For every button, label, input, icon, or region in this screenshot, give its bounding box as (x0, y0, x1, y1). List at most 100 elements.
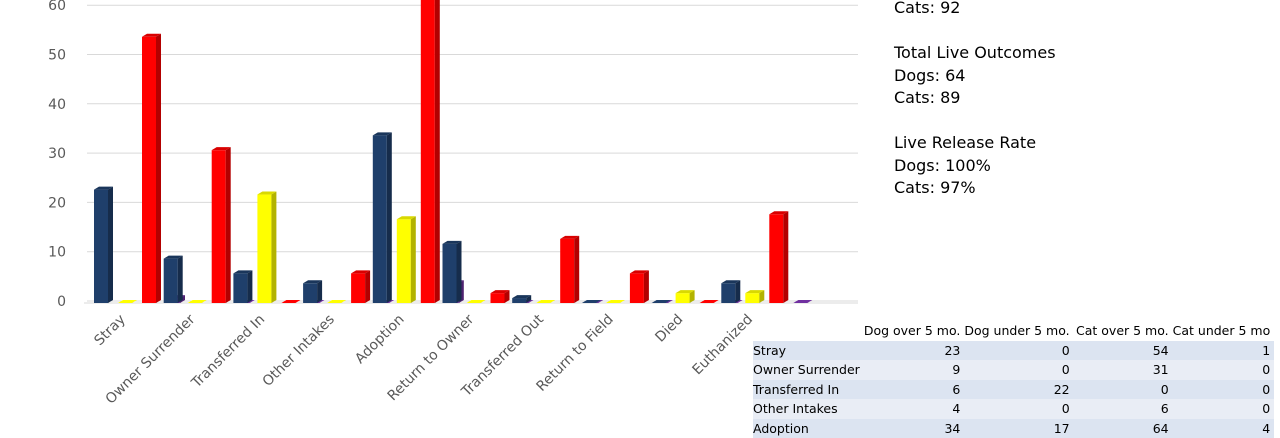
table-row: Other Intakes 4 0 6 0 (753, 399, 1274, 419)
table-cell: Other Intakes (753, 399, 864, 419)
bar (373, 132, 392, 303)
bar-front (676, 293, 690, 303)
bar-front (630, 273, 644, 303)
table-cell: 0 (964, 399, 1073, 419)
y-tick-label: 10 (48, 245, 66, 261)
live-outcomes-title: Total Live Outcomes (894, 42, 1056, 65)
table-header-cell: Dog over 5 mo. (864, 321, 965, 341)
table-cell: 6 (1074, 399, 1173, 419)
bar (397, 216, 416, 303)
bar (164, 256, 183, 303)
bar-front (212, 150, 226, 303)
bar (560, 236, 579, 303)
bar (745, 290, 764, 303)
table-cell: Adoption (753, 419, 864, 438)
bar (233, 270, 252, 303)
cats-total: Cats: 92 (894, 0, 1056, 20)
bar (212, 147, 231, 303)
table-cell: 4 (864, 399, 965, 419)
bar-side (247, 270, 252, 303)
table-cell: 1 (1173, 341, 1275, 361)
table-cell: 0 (1173, 360, 1275, 380)
table-cell: 0 (1173, 399, 1275, 419)
table-cell: Stray (753, 341, 864, 361)
bar-side (735, 280, 740, 303)
table-cell: 0 (1074, 380, 1173, 400)
bar (351, 270, 370, 303)
x-tick-label: Return to Field (533, 312, 616, 395)
table-cell: Owner Surrender (753, 360, 864, 380)
table-cell: 6 (864, 380, 965, 400)
bar-side (457, 241, 462, 303)
bar (676, 290, 695, 303)
table-cell: 4 (1173, 419, 1275, 438)
bar-front (142, 37, 156, 303)
table-cell: 9 (864, 360, 965, 380)
bar-side (574, 236, 579, 303)
bar (94, 187, 113, 303)
bar-side (783, 211, 788, 303)
x-tick-label: Died (652, 312, 686, 346)
table-header-cell: Dog under 5 mo. (964, 321, 1073, 341)
bar-side (178, 256, 183, 303)
bar-side (644, 270, 649, 303)
table-cell: 0 (964, 360, 1073, 380)
table-cell: 22 (964, 380, 1073, 400)
y-tick-label: 50 (48, 48, 66, 64)
summary-stats: Cats: 92 Total Live Outcomes Dogs: 64 Ca… (894, 0, 1056, 200)
live-outcomes-cats: Cats: 89 (894, 87, 1056, 110)
release-rate-dogs: Dogs: 100% (894, 155, 1056, 178)
table-cell: 17 (964, 419, 1073, 438)
bar (491, 290, 510, 303)
bar-front (560, 239, 574, 303)
bar-side (226, 147, 231, 303)
bar-side (156, 34, 161, 303)
bar (303, 280, 322, 303)
table-cell: 23 (864, 341, 965, 361)
table-cell: 31 (1074, 360, 1173, 380)
bar-front (397, 219, 411, 303)
release-rate-cats: Cats: 97% (894, 177, 1056, 200)
bar-side (317, 280, 322, 303)
bar-side (108, 187, 113, 303)
bar-front (745, 293, 759, 303)
bar (443, 241, 462, 303)
bar-front (443, 244, 457, 303)
table-row: Stray 23 0 54 1 (753, 341, 1274, 361)
bar-side (411, 216, 416, 303)
table-cell: Transferred In (753, 380, 864, 400)
y-tick-label: 20 (48, 195, 66, 211)
y-tick-label: 30 (48, 146, 66, 162)
bar (142, 34, 161, 303)
table-cell: 0 (1173, 380, 1275, 400)
bar (421, 0, 440, 303)
bar-front (164, 259, 178, 303)
bar-front (721, 283, 735, 303)
table-cell: 0 (964, 341, 1073, 361)
bars (94, 0, 812, 303)
x-tick-label: Transferred In (188, 312, 268, 392)
table-cell: 34 (864, 419, 965, 438)
bar-front (373, 135, 387, 303)
table-cell: 54 (1074, 341, 1173, 361)
bar-front (769, 214, 783, 303)
x-tick-label: Euthanized (689, 312, 756, 379)
x-tick-label: Stray (91, 312, 128, 349)
gridlines (84, 5, 858, 303)
bar-front (421, 0, 435, 303)
bar (630, 270, 649, 303)
bar-side (435, 0, 440, 303)
y-tick-label: 40 (48, 97, 66, 113)
bar-front (512, 298, 526, 303)
bar (257, 192, 276, 303)
x-tick-label: Adoption (352, 312, 408, 368)
bar-front (94, 190, 108, 303)
table-header-cell: Cat over 5 mo. (1074, 321, 1173, 341)
bar-side (387, 132, 392, 303)
bar-side (365, 270, 370, 303)
table-row: Adoption 34 17 64 4 (753, 419, 1274, 438)
bar-side (271, 192, 276, 303)
y-tick-label: 60 (48, 0, 66, 14)
